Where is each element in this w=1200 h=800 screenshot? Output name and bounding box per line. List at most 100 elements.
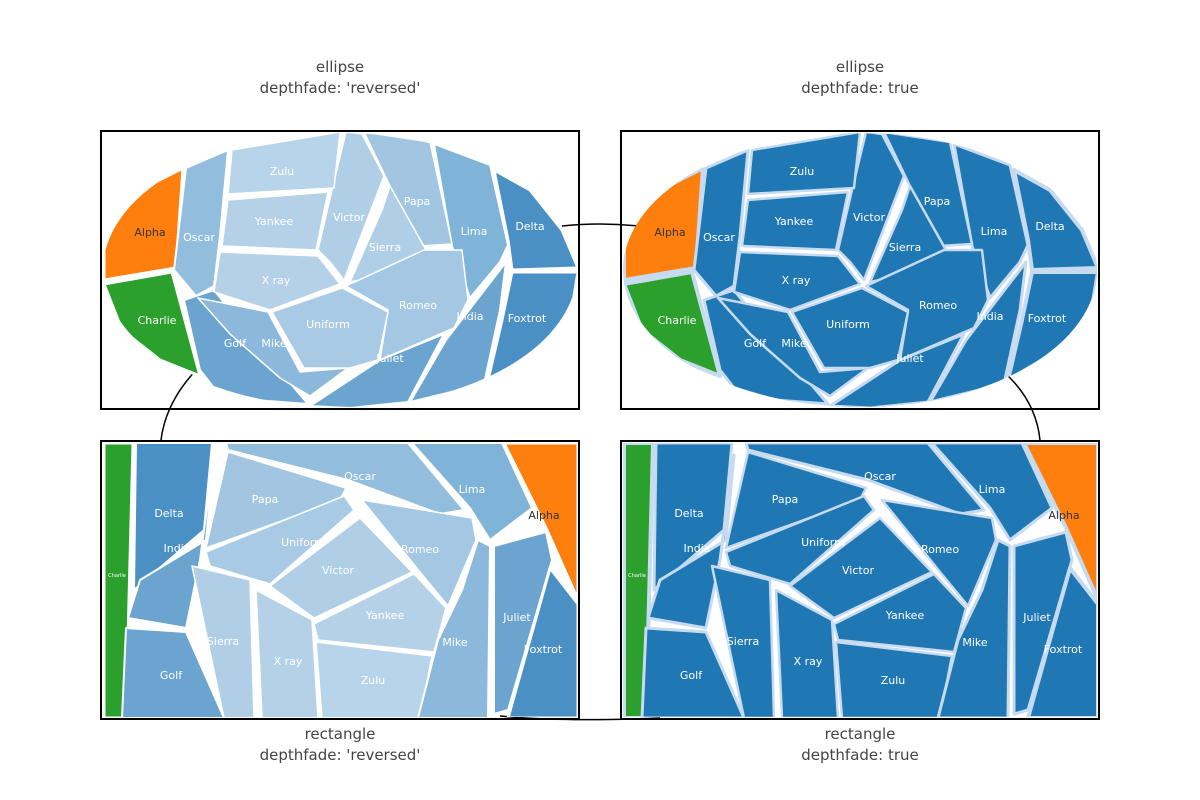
cell-label-oscar: Oscar: [703, 231, 735, 244]
cell-mike[interactable]: [417, 539, 491, 718]
cell-x-ray[interactable]: [774, 588, 840, 718]
panel-frame-3: [620, 440, 1100, 720]
cell-india[interactable]: [646, 453, 736, 630]
cell-zulu[interactable]: [227, 132, 341, 195]
cell-label-mike: Mike: [442, 636, 468, 649]
cell-label-alpha: Alpha: [134, 226, 165, 239]
cell-yankee[interactable]: [832, 572, 968, 654]
cell-uniform[interactable]: [205, 495, 355, 585]
cells-0: [103, 132, 578, 407]
cell-label-golf: Golf: [160, 669, 183, 682]
connector-right: [1005, 373, 1041, 441]
cell-victor[interactable]: [836, 132, 906, 282]
cell-golf[interactable]: [640, 626, 746, 718]
panel-ellipse-true: Alpha Charlie Delta Foxtrot India Juliet Lima O…: [620, 130, 1100, 410]
cell-zulu[interactable]: [834, 640, 954, 718]
cell-label-x-ray: X ray: [274, 655, 303, 668]
panel-frame-2: [100, 440, 580, 720]
cell-label-lima: Lima: [979, 483, 1006, 496]
cell-label-zulu: Zulu: [361, 674, 386, 687]
cell-label-uniform: Uniform: [801, 536, 845, 549]
cell-label-uniform: Uniform: [306, 318, 350, 331]
cell-romeo[interactable]: [864, 248, 990, 362]
cell-label-oscar: Oscar: [344, 470, 376, 483]
cell-label-charlie: Charlie: [658, 314, 697, 327]
cell-lima[interactable]: [411, 443, 533, 541]
cell-label-romeo: Romeo: [399, 299, 437, 312]
cell-uniform[interactable]: [271, 287, 389, 369]
cell-yankee[interactable]: [740, 190, 850, 252]
cell-x-ray[interactable]: [732, 250, 862, 312]
cell-label-uniform: Uniform: [826, 318, 870, 331]
cell-label-foxtrot: Foxtrot: [1028, 312, 1067, 325]
cell-lima[interactable]: [930, 443, 1054, 542]
cell-label-delta: Delta: [1035, 220, 1064, 233]
cell-label-india: India: [977, 310, 1004, 323]
cell-delta[interactable]: [492, 168, 578, 272]
cell-label-india: India: [164, 542, 191, 555]
chart-title-1-line-1: depthfade: true: [801, 79, 919, 97]
cell-label-romeo: Romeo: [919, 299, 957, 312]
connector-left: [160, 365, 201, 441]
cell-x-ray[interactable]: [255, 589, 319, 718]
cell-lima[interactable]: [433, 143, 509, 299]
cell-lima[interactable]: [952, 142, 1030, 300]
cell-oscar[interactable]: [173, 149, 229, 297]
cell-label-papa: Papa: [404, 195, 431, 208]
cell-mike[interactable]: [197, 297, 349, 397]
cell-zulu[interactable]: [746, 132, 862, 196]
cell-label-juliet: Juliet: [1022, 611, 1051, 624]
cell-x-ray[interactable]: [213, 251, 341, 311]
cell-label-juliet: Juliet: [375, 352, 404, 365]
cell-label-victor: Victor: [853, 211, 885, 224]
panel-frame-1: [620, 130, 1100, 410]
cell-label-victor: Victor: [322, 564, 354, 577]
cell-romeo[interactable]: [361, 499, 477, 607]
cell-label-juliet: Juliet: [895, 352, 924, 365]
cell-label-alpha: Alpha: [528, 509, 559, 522]
chart-title-0-line-1: depthfade: 'reversed': [260, 79, 421, 97]
chart-title-2-line-0: rectangle: [305, 725, 376, 743]
cell-label-yankee: Yankee: [254, 215, 294, 228]
cell-sierra[interactable]: [191, 565, 255, 718]
chart-title-3-line-1: depthfade: true: [801, 746, 919, 764]
cell-yankee[interactable]: [313, 573, 447, 653]
cell-label-alpha: Alpha: [654, 226, 685, 239]
cell-alpha[interactable]: [623, 166, 705, 282]
cell-label-charlie: Charlie: [108, 573, 126, 579]
cell-label-india: India: [684, 542, 711, 555]
cell-uniform[interactable]: [724, 494, 876, 586]
cell-zulu[interactable]: [315, 641, 433, 718]
cell-mike[interactable]: [716, 296, 870, 398]
cell-label-oscar: Oscar: [864, 470, 896, 483]
cell-uniform[interactable]: [790, 286, 910, 370]
cell-mike[interactable]: [936, 538, 1012, 718]
cell-label-golf: Golf: [744, 337, 767, 350]
cell-foxtrot[interactable]: [1026, 566, 1098, 718]
cell-label-delta: Delta: [515, 220, 544, 233]
cell-label-golf: Golf: [680, 669, 703, 682]
cell-india[interactable]: [127, 454, 215, 629]
cell-label-x-ray: X ray: [262, 274, 291, 287]
cell-label-sierra: Sierra: [889, 241, 921, 254]
cell-alpha[interactable]: [103, 166, 185, 282]
cell-victor[interactable]: [788, 516, 934, 620]
cell-golf[interactable]: [121, 627, 225, 718]
cell-alpha[interactable]: [1022, 443, 1098, 602]
cell-yankee[interactable]: [221, 191, 329, 251]
cell-foxtrot[interactable]: [506, 566, 578, 718]
cell-sierra[interactable]: [710, 564, 776, 718]
cell-label-golf: Golf: [224, 337, 247, 350]
cell-alpha[interactable]: [502, 443, 578, 602]
cell-romeo[interactable]: [345, 249, 469, 361]
chart-title-2-line-1: depthfade: 'reversed': [260, 746, 421, 764]
panel-ellipse-reversed: Alpha Charlie Delta Foxtrot India Juliet Lima O…: [100, 130, 580, 410]
chart-title-0-line-0: ellipse: [316, 58, 364, 76]
cell-label-charlie: Charlie: [138, 314, 177, 327]
cell-label-victor: Victor: [842, 564, 874, 577]
cell-label-lima: Lima: [981, 225, 1008, 238]
cell-victor[interactable]: [269, 517, 413, 619]
cell-romeo[interactable]: [880, 498, 998, 608]
cell-victor[interactable]: [317, 132, 385, 281]
